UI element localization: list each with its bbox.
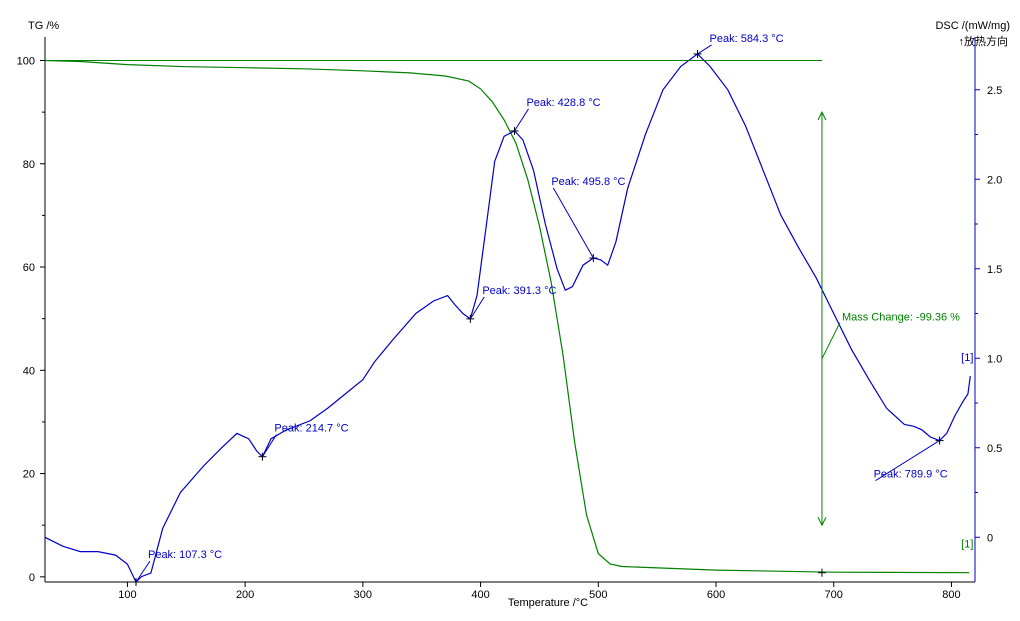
- mass-change-arrowhead-bottom: [817, 516, 827, 527]
- y-tick-label-right: 2.0: [987, 174, 1002, 186]
- y-tick-label-left: 60: [23, 262, 35, 274]
- y-tick-label-left: 100: [17, 55, 35, 67]
- y-tick-label-left: 80: [23, 159, 35, 171]
- y-tick-label-right: 1.0: [987, 353, 1002, 365]
- peak-label: Peak: 428.8 °C: [526, 97, 600, 109]
- x-tick-label: 800: [942, 589, 960, 601]
- x-tick-label: 700: [825, 589, 843, 601]
- peak-leader-line: [552, 187, 594, 259]
- y-tick-label-right: 1.5: [987, 264, 1002, 276]
- mass-change-label: Mass Change: -99.36 %: [842, 312, 960, 324]
- peak-label: Peak: 391.3 °C: [482, 285, 556, 297]
- x-tick-label: 300: [354, 589, 372, 601]
- dsc-curve: [44, 53, 971, 584]
- y-tick-label-left: 20: [23, 469, 35, 481]
- y-axis-label-left: TG /%: [28, 20, 59, 32]
- peak-leader-line: [697, 44, 712, 55]
- peak-leader-line: [262, 434, 277, 457]
- x-axis-label: Temperature /°C: [508, 597, 588, 609]
- ticks: 100 200 300 400 500 600 700 800 0 20 40 60 80 100 0 0.5…: [17, 55, 1003, 601]
- peak-label: Peak: 789.9 °C: [874, 469, 948, 481]
- y-tick-label-right: 0.5: [987, 443, 1002, 455]
- y-tick-label-right: 2.5: [987, 85, 1002, 97]
- y-axis-label-right: DSC /(mW/mg): [935, 20, 1010, 32]
- x-tick-label: 100: [118, 589, 136, 601]
- peak-label: Peak: 495.8 °C: [551, 176, 625, 188]
- x-tick-label: 600: [707, 589, 725, 601]
- annotations: Peak: 107.3 °C Peak: 214.7 °C Peak: 391.3 …: [131, 33, 973, 586]
- y-tick-label-left: 0: [29, 572, 35, 584]
- y-tick-label-left: 40: [23, 365, 35, 377]
- peak-leader-line: [514, 108, 529, 132]
- tg-curve: [44, 59, 970, 574]
- y-tick-label-right: 0: [987, 532, 993, 544]
- x-tick-label: 500: [589, 589, 607, 601]
- peak-leader-line: [469, 296, 485, 320]
- x-tick-label: 200: [236, 589, 254, 601]
- axes: [44, 37, 976, 583]
- peak-leader-line: [875, 440, 940, 482]
- mass-change-leader-line: [821, 322, 841, 359]
- exo-direction-label: ↑放热方向: [959, 34, 1009, 48]
- peak-label: Peak: 214.7 °C: [274, 423, 348, 435]
- peak-label: Peak: 584.3 °C: [710, 33, 784, 45]
- series-tag: [1]: [961, 352, 973, 364]
- series-tag: [1]: [961, 539, 973, 551]
- mass-change-arrowhead-top: [817, 111, 827, 121]
- peak-label: Peak: 107.3 °C: [148, 549, 222, 561]
- series-lines: [44, 53, 971, 584]
- x-tick-label: 400: [471, 589, 489, 601]
- peak-leader-line: [135, 560, 151, 583]
